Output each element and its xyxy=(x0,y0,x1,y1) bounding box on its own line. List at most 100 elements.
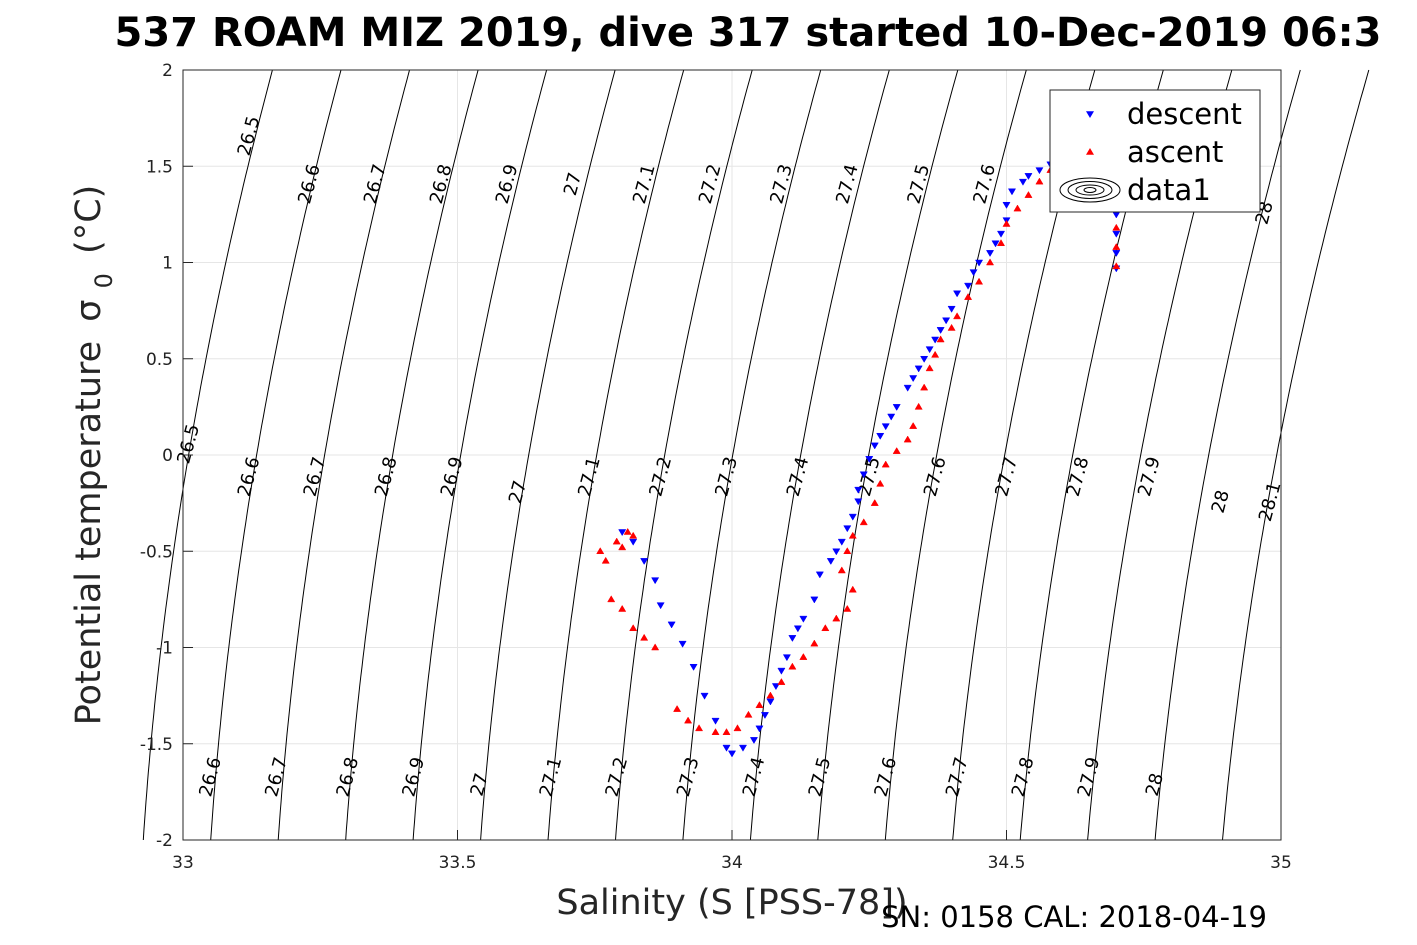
descent-point xyxy=(1112,250,1121,257)
legend-label-ascent: ascent xyxy=(1127,135,1223,169)
descent-point xyxy=(837,538,846,546)
descent-point xyxy=(843,525,852,533)
x-tick-label: 33.5 xyxy=(439,853,477,873)
legend-contour-marker xyxy=(1075,184,1105,196)
descent-point xyxy=(985,250,995,257)
descent-point xyxy=(1018,178,1028,186)
descent-point xyxy=(892,404,901,411)
chart-title: 537 ROAM MIZ 2019, dive 317 started 10-D… xyxy=(115,10,1382,56)
ascent-point xyxy=(832,614,841,622)
ascent-point xyxy=(1112,262,1121,270)
legend-label-descent: descent xyxy=(1127,97,1242,131)
density-contour-28-1 xyxy=(1222,69,1370,841)
ascent-point xyxy=(1112,243,1121,250)
descent-point xyxy=(969,269,978,277)
descent-point xyxy=(722,744,731,752)
ascent-point xyxy=(848,585,857,593)
ascent-point xyxy=(843,604,852,612)
y-tick-label: -0.5 xyxy=(140,542,173,562)
ascent-point xyxy=(596,547,605,555)
y-tick-label: 0 xyxy=(162,446,173,466)
ascent-point xyxy=(996,239,1006,247)
legend-contour-marker xyxy=(1059,177,1121,203)
density-contour-27-3 xyxy=(682,69,822,841)
ascent-point xyxy=(821,624,830,632)
ascent-point xyxy=(755,701,764,709)
ascent-point xyxy=(936,335,945,343)
descent-point xyxy=(854,486,863,494)
descent-point xyxy=(996,230,1006,238)
ascent-point xyxy=(953,312,962,320)
ascent-point xyxy=(766,691,775,699)
ascent-point xyxy=(892,447,901,454)
y-axis-label-text: Potential temperature xyxy=(69,341,109,725)
y-axis-label-unit: (°C) xyxy=(69,185,109,254)
legend: descent ascent data1 xyxy=(1049,89,1261,213)
descent-point xyxy=(1112,230,1121,238)
legend-ascent-marker xyxy=(1086,148,1094,155)
descent-point xyxy=(909,375,918,383)
ascent-point xyxy=(711,728,720,735)
y-tick-label: 0.5 xyxy=(146,350,173,370)
ascent-point xyxy=(985,258,995,266)
descent-point xyxy=(865,456,874,463)
ascent-point xyxy=(799,653,808,660)
descent-point xyxy=(771,683,780,691)
descent-point xyxy=(738,744,748,752)
ascent-point xyxy=(975,277,984,285)
descent-point xyxy=(953,290,962,298)
density-contour-26-7 xyxy=(277,69,410,841)
series-ascent xyxy=(596,158,1121,735)
density-contour-26-8 xyxy=(345,69,479,841)
descent-point xyxy=(678,640,687,648)
descent-point xyxy=(832,548,841,556)
descent-point xyxy=(848,513,857,521)
descent-point xyxy=(1002,201,1011,209)
y-axis-label-subscript: 0 xyxy=(90,273,118,288)
descent-point xyxy=(760,712,769,719)
ascent-point xyxy=(848,531,857,539)
descent-point xyxy=(1035,167,1044,175)
ascent-point xyxy=(881,460,890,468)
ascent-point xyxy=(744,710,753,718)
ascent-point xyxy=(1024,191,1033,198)
ascent-point xyxy=(612,537,621,545)
ascent-point xyxy=(859,518,868,526)
legend-label-data1: data1 xyxy=(1127,173,1211,207)
descent-point xyxy=(788,635,797,642)
ascent-point xyxy=(909,422,918,429)
descent-point xyxy=(920,355,929,363)
density-contour-27-4 xyxy=(749,69,890,841)
descent-point xyxy=(667,621,676,629)
descent-point xyxy=(777,667,786,675)
descent-point xyxy=(925,346,934,354)
descent-point xyxy=(782,654,791,662)
density-contour-26-9 xyxy=(412,69,548,841)
descent-point xyxy=(766,698,775,706)
x-axis-label: Salinity (S [PSS-78]) xyxy=(556,883,907,923)
ascent-point xyxy=(733,724,742,732)
descent-point xyxy=(881,423,890,431)
ascent-point xyxy=(601,556,610,564)
descent-point xyxy=(947,305,956,313)
descent-point xyxy=(1024,173,1033,180)
descent-point xyxy=(793,625,802,633)
descent-point xyxy=(749,737,758,744)
density-contour-27 xyxy=(480,69,616,841)
density-contour-28 xyxy=(1154,69,1301,841)
ascent-point xyxy=(788,662,797,670)
descent-point xyxy=(727,750,737,758)
density-contour-26-6 xyxy=(210,69,342,841)
ascent-point xyxy=(651,643,660,651)
descent-point xyxy=(656,602,665,610)
ascent-point xyxy=(623,527,632,535)
descent-point xyxy=(629,538,638,546)
descent-point xyxy=(887,413,896,421)
y-tick-label: 2 xyxy=(162,61,173,81)
ascent-point xyxy=(640,633,649,641)
ascent-point xyxy=(777,678,786,685)
descent-point xyxy=(914,365,923,373)
descent-point xyxy=(689,663,698,671)
density-contour-27-6 xyxy=(884,69,1027,841)
